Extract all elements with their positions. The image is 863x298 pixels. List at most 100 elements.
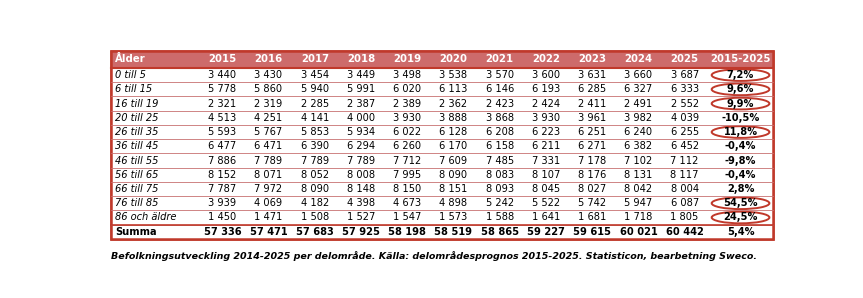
- Text: 4 251: 4 251: [255, 113, 283, 123]
- Text: 86 och äldre: 86 och äldre: [116, 212, 177, 223]
- Text: 8 107: 8 107: [532, 170, 560, 180]
- Text: 58 198: 58 198: [388, 227, 426, 237]
- Text: 5 742: 5 742: [578, 198, 606, 208]
- Text: 11,8%: 11,8%: [723, 127, 758, 137]
- Text: 2023: 2023: [578, 54, 606, 64]
- Text: 6 251: 6 251: [578, 127, 607, 137]
- Text: 3 454: 3 454: [300, 70, 329, 80]
- Text: 2 285: 2 285: [300, 99, 329, 108]
- Text: 6 193: 6 193: [532, 84, 560, 94]
- Text: 6 285: 6 285: [578, 84, 606, 94]
- Text: 6 113: 6 113: [439, 84, 468, 94]
- Text: 3 868: 3 868: [486, 113, 513, 123]
- Text: 4 398: 4 398: [347, 198, 375, 208]
- Text: 4 141: 4 141: [300, 113, 329, 123]
- Text: 6 271: 6 271: [578, 141, 607, 151]
- Bar: [111, 51, 773, 239]
- Text: 2024: 2024: [624, 54, 652, 64]
- Text: 4 039: 4 039: [671, 113, 699, 123]
- Text: 4 898: 4 898: [439, 198, 468, 208]
- Text: 6 390: 6 390: [300, 141, 329, 151]
- Text: 3 660: 3 660: [624, 70, 652, 80]
- Text: 5 593: 5 593: [208, 127, 236, 137]
- Text: 6 208: 6 208: [486, 127, 513, 137]
- Text: 8 093: 8 093: [486, 184, 513, 194]
- Text: 6 452: 6 452: [671, 141, 699, 151]
- Text: 3 430: 3 430: [255, 70, 282, 80]
- Text: 57 683: 57 683: [296, 227, 334, 237]
- Text: 1 588: 1 588: [486, 212, 513, 223]
- Text: 58 865: 58 865: [481, 227, 519, 237]
- Text: 3 498: 3 498: [394, 70, 421, 80]
- Text: 56 till 65: 56 till 65: [116, 170, 159, 180]
- Text: 6 327: 6 327: [624, 84, 652, 94]
- Text: 9,9%: 9,9%: [727, 99, 754, 108]
- Bar: [111, 68, 773, 82]
- Text: 8 117: 8 117: [671, 170, 699, 180]
- Text: 54,5%: 54,5%: [723, 198, 758, 208]
- Text: -0,4%: -0,4%: [725, 141, 756, 151]
- Text: 7,2%: 7,2%: [727, 70, 754, 80]
- Text: 3 440: 3 440: [208, 70, 236, 80]
- Text: 1 450: 1 450: [208, 212, 236, 223]
- Text: 6 382: 6 382: [624, 141, 652, 151]
- Text: -9,8%: -9,8%: [725, 156, 756, 165]
- Text: Summa: Summa: [116, 227, 157, 237]
- Text: 1 471: 1 471: [255, 212, 283, 223]
- Text: 3 939: 3 939: [208, 198, 236, 208]
- Text: 16 till 19: 16 till 19: [116, 99, 159, 108]
- Text: 5 991: 5 991: [347, 84, 375, 94]
- Bar: [111, 210, 773, 225]
- Text: 3 631: 3 631: [578, 70, 607, 80]
- Text: 2 387: 2 387: [347, 99, 375, 108]
- Text: 6 477: 6 477: [208, 141, 236, 151]
- Text: 2016: 2016: [255, 54, 282, 64]
- Text: 57 471: 57 471: [249, 227, 287, 237]
- Text: 59 615: 59 615: [573, 227, 611, 237]
- Text: Ålder: Ålder: [116, 54, 146, 64]
- Text: 5 940: 5 940: [300, 84, 329, 94]
- Text: 3 538: 3 538: [439, 70, 468, 80]
- Text: 66 till 75: 66 till 75: [116, 184, 159, 194]
- Text: 8 176: 8 176: [578, 170, 607, 180]
- Text: 4 182: 4 182: [300, 198, 329, 208]
- Text: 2 389: 2 389: [394, 99, 421, 108]
- Text: 6 211: 6 211: [532, 141, 560, 151]
- Text: 7 331: 7 331: [532, 156, 560, 165]
- Text: 1 718: 1 718: [624, 212, 652, 223]
- Text: 6 158: 6 158: [486, 141, 513, 151]
- Text: 8 090: 8 090: [439, 170, 468, 180]
- Text: 7 112: 7 112: [671, 156, 699, 165]
- Text: 7 789: 7 789: [300, 156, 329, 165]
- Text: 3 600: 3 600: [532, 70, 560, 80]
- Text: 8 090: 8 090: [300, 184, 329, 194]
- Text: 36 till 45: 36 till 45: [116, 141, 159, 151]
- Text: 24,5%: 24,5%: [723, 212, 758, 223]
- Text: 8 042: 8 042: [624, 184, 652, 194]
- Text: 2 319: 2 319: [255, 99, 283, 108]
- Text: 5 947: 5 947: [624, 198, 652, 208]
- Bar: [111, 51, 773, 239]
- Text: 8 083: 8 083: [486, 170, 513, 180]
- Text: 6 240: 6 240: [624, 127, 652, 137]
- Text: 5 853: 5 853: [300, 127, 329, 137]
- Text: 6 471: 6 471: [255, 141, 283, 151]
- Text: 7 178: 7 178: [578, 156, 607, 165]
- Text: 2 424: 2 424: [532, 99, 560, 108]
- Text: 4 513: 4 513: [208, 113, 236, 123]
- Text: 5 860: 5 860: [255, 84, 282, 94]
- Text: 8 045: 8 045: [532, 184, 560, 194]
- Bar: [111, 125, 773, 139]
- Text: 7 972: 7 972: [255, 184, 282, 194]
- Bar: [111, 139, 773, 153]
- Text: 76 till 85: 76 till 85: [116, 198, 159, 208]
- Text: 8 027: 8 027: [578, 184, 606, 194]
- Text: 59 227: 59 227: [527, 227, 565, 237]
- Text: 8 131: 8 131: [624, 170, 652, 180]
- Text: 1 573: 1 573: [439, 212, 468, 223]
- Text: 8 071: 8 071: [255, 170, 283, 180]
- Text: 6 128: 6 128: [439, 127, 468, 137]
- Text: 4 069: 4 069: [255, 198, 282, 208]
- Text: 6 255: 6 255: [671, 127, 699, 137]
- Text: 7 485: 7 485: [486, 156, 513, 165]
